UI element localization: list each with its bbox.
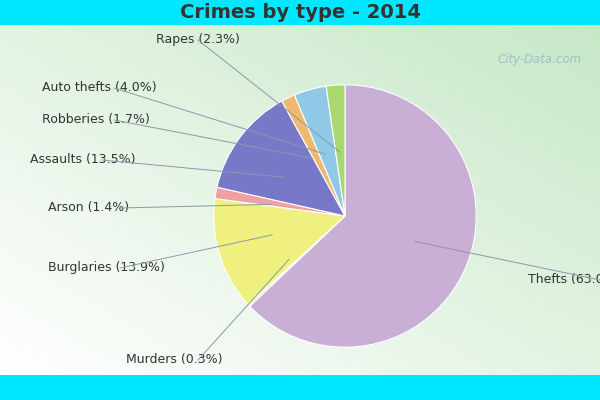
Wedge shape <box>282 95 345 216</box>
Text: Arson (1.4%): Arson (1.4%) <box>48 202 129 214</box>
Wedge shape <box>250 85 476 347</box>
Text: Rapes (2.3%): Rapes (2.3%) <box>156 34 240 46</box>
Wedge shape <box>217 101 345 216</box>
Wedge shape <box>248 216 345 306</box>
Text: Murders (0.3%): Murders (0.3%) <box>126 354 223 366</box>
Wedge shape <box>214 198 345 304</box>
Wedge shape <box>215 187 345 216</box>
Text: Auto thefts (4.0%): Auto thefts (4.0%) <box>42 82 157 94</box>
Text: City-Data.com: City-Data.com <box>498 53 582 66</box>
Text: Burglaries (13.9%): Burglaries (13.9%) <box>48 262 165 274</box>
Text: Robberies (1.7%): Robberies (1.7%) <box>42 114 150 126</box>
Wedge shape <box>295 86 345 216</box>
Text: Thefts (63.0%): Thefts (63.0%) <box>528 274 600 286</box>
Wedge shape <box>326 85 345 216</box>
Text: Assaults (13.5%): Assaults (13.5%) <box>30 154 136 166</box>
Text: Crimes by type - 2014: Crimes by type - 2014 <box>179 3 421 22</box>
